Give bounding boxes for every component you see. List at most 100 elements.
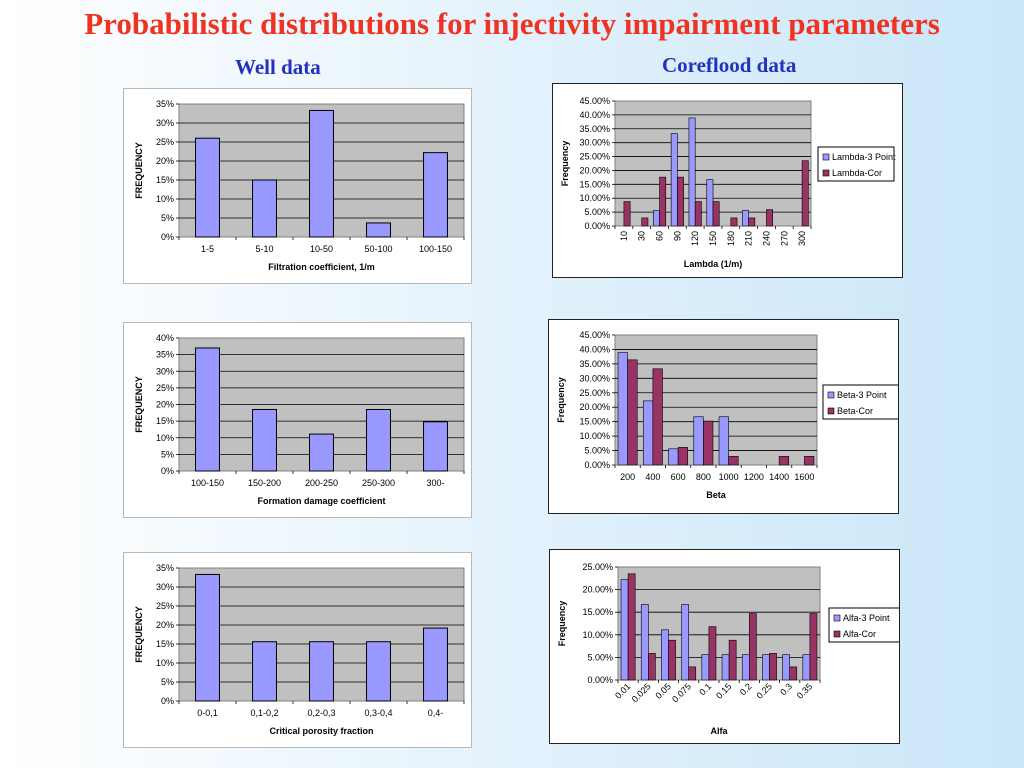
legend-label: Beta-Cor bbox=[837, 406, 873, 416]
legend-label: Alfa-Cor bbox=[843, 629, 876, 639]
y-tick-label: 0% bbox=[161, 232, 174, 242]
bar bbox=[423, 627, 448, 702]
bar bbox=[617, 352, 628, 466]
bar bbox=[766, 209, 773, 227]
bar bbox=[741, 654, 750, 681]
bar bbox=[252, 408, 277, 472]
legend-label: Lambda-3 Point bbox=[832, 152, 896, 162]
legend-box bbox=[828, 607, 899, 643]
bar bbox=[762, 654, 770, 681]
y-tick-label: 10% bbox=[156, 194, 174, 204]
y-tick-label: 5.00% bbox=[584, 446, 610, 456]
bar bbox=[688, 117, 696, 227]
bar bbox=[728, 456, 739, 466]
bar bbox=[252, 179, 277, 238]
y-tick-label: 35% bbox=[156, 99, 174, 109]
bar bbox=[640, 604, 649, 681]
y-tick-label: 30.00% bbox=[579, 373, 610, 383]
y-tick-label: 5.00% bbox=[587, 652, 613, 662]
y-tick-label: 20% bbox=[156, 156, 174, 166]
bar bbox=[668, 448, 679, 466]
y-tick-label: 15% bbox=[156, 416, 174, 426]
x-tick-label: 150-200 bbox=[248, 478, 281, 488]
x-tick-label: 90 bbox=[672, 231, 682, 241]
porosity-chart: 0% 5% 10% 15% 20% 25% 30% 35% 0-0,1 0,1-0,2 0,2-0,… bbox=[134, 563, 465, 736]
bar bbox=[703, 420, 714, 466]
y-tick-label: 25% bbox=[156, 137, 174, 147]
bar bbox=[309, 641, 334, 702]
bar bbox=[708, 626, 717, 681]
y-axis-title: Frequency bbox=[556, 377, 566, 423]
legend-swatch bbox=[833, 614, 841, 622]
x-axis-title: Filtration coefficient, 1/m bbox=[268, 262, 375, 272]
bar bbox=[728, 639, 737, 681]
y-tick-label: 10% bbox=[156, 433, 174, 443]
legend-box bbox=[822, 384, 898, 420]
x-tick-label: 0,2-0,3 bbox=[307, 708, 335, 718]
bar bbox=[693, 416, 704, 466]
x-axis-title: Lambda (1/m) bbox=[684, 259, 743, 269]
bar bbox=[681, 604, 690, 681]
bar bbox=[670, 133, 678, 227]
y-tick-label: 25% bbox=[156, 601, 174, 611]
x-tick-label: 0.3 bbox=[778, 681, 794, 697]
y-tick-label: 30% bbox=[156, 118, 174, 128]
lambda-chart-panel: 0.00% 5.00% 10.00% 15.00% 20.00% 25.00% 30.00%… bbox=[552, 83, 903, 278]
x-axis-title: Beta bbox=[706, 490, 727, 500]
bar bbox=[706, 179, 714, 227]
legend-swatch bbox=[822, 153, 830, 161]
x-tick-label: 0.2 bbox=[738, 681, 754, 697]
y-tick-label: 5.00% bbox=[584, 207, 610, 217]
y-axis-title: FREQUENCY bbox=[134, 142, 144, 199]
y-tick-label: 15.00% bbox=[579, 179, 610, 189]
bar bbox=[694, 201, 702, 227]
x-tick-label: 0-0,1 bbox=[197, 708, 218, 718]
bar bbox=[623, 201, 631, 227]
x-tick-label: 0,3-0,4 bbox=[364, 708, 392, 718]
formation-chart-panel: 0% 5% 10% 15% 20% 25% 30% 35% 40% 100-150 150-200 2… bbox=[123, 322, 472, 518]
bar bbox=[748, 217, 756, 227]
y-tick-label: 0.00% bbox=[587, 675, 613, 685]
x-tick-label: 180 bbox=[726, 231, 736, 246]
x-tick-label: 240 bbox=[761, 231, 771, 246]
bar bbox=[309, 109, 334, 238]
x-tick-label: 1200 bbox=[744, 472, 764, 482]
bar bbox=[652, 368, 663, 466]
bar bbox=[309, 433, 334, 472]
x-tick-label: 210 bbox=[744, 231, 754, 246]
bar bbox=[677, 447, 689, 466]
x-axis-title: Critical porosity fraction bbox=[269, 726, 373, 736]
formation-chart: 0% 5% 10% 15% 20% 25% 30% 35% 40% 100-150 150-200 2… bbox=[134, 333, 465, 506]
y-tick-label: 10.00% bbox=[582, 630, 613, 640]
bar bbox=[252, 641, 277, 702]
legend-swatch bbox=[833, 630, 841, 638]
x-tick-label: 5-10 bbox=[255, 244, 273, 254]
y-tick-label: 5% bbox=[161, 213, 174, 223]
x-tick-label: 200 bbox=[620, 472, 635, 482]
bar bbox=[648, 653, 656, 681]
bar bbox=[712, 201, 720, 227]
x-tick-label: 0.25 bbox=[754, 681, 773, 700]
legend-box bbox=[817, 146, 895, 182]
porosity-chart-panel: 0% 5% 10% 15% 20% 25% 30% 35% 0-0,1 0,1-0,2 0,2-0,… bbox=[123, 552, 472, 748]
y-tick-label: 35% bbox=[156, 350, 174, 360]
y-tick-label: 40% bbox=[156, 333, 174, 343]
legend-label: Lambda-Cor bbox=[832, 168, 882, 178]
y-tick-label: 20% bbox=[156, 620, 174, 630]
bar bbox=[661, 629, 669, 681]
legend-label: Alfa-3 Point bbox=[843, 613, 890, 623]
x-tick-label: 120 bbox=[690, 231, 700, 246]
y-tick-label: 0.00% bbox=[584, 460, 610, 470]
bar bbox=[802, 654, 811, 681]
y-tick-label: 35.00% bbox=[579, 124, 610, 134]
x-tick-label: 0.35 bbox=[795, 681, 814, 700]
x-tick-label: 100-150 bbox=[419, 244, 452, 254]
x-tick-label: 1000 bbox=[719, 472, 739, 482]
x-tick-label: 1400 bbox=[769, 472, 789, 482]
x-tick-label: 30 bbox=[637, 231, 647, 241]
y-tick-label: 10.00% bbox=[579, 193, 610, 203]
bar bbox=[789, 666, 798, 681]
y-tick-label: 20.00% bbox=[579, 165, 610, 175]
y-tick-label: 25.00% bbox=[582, 562, 613, 572]
x-tick-label: 1600 bbox=[794, 472, 814, 482]
